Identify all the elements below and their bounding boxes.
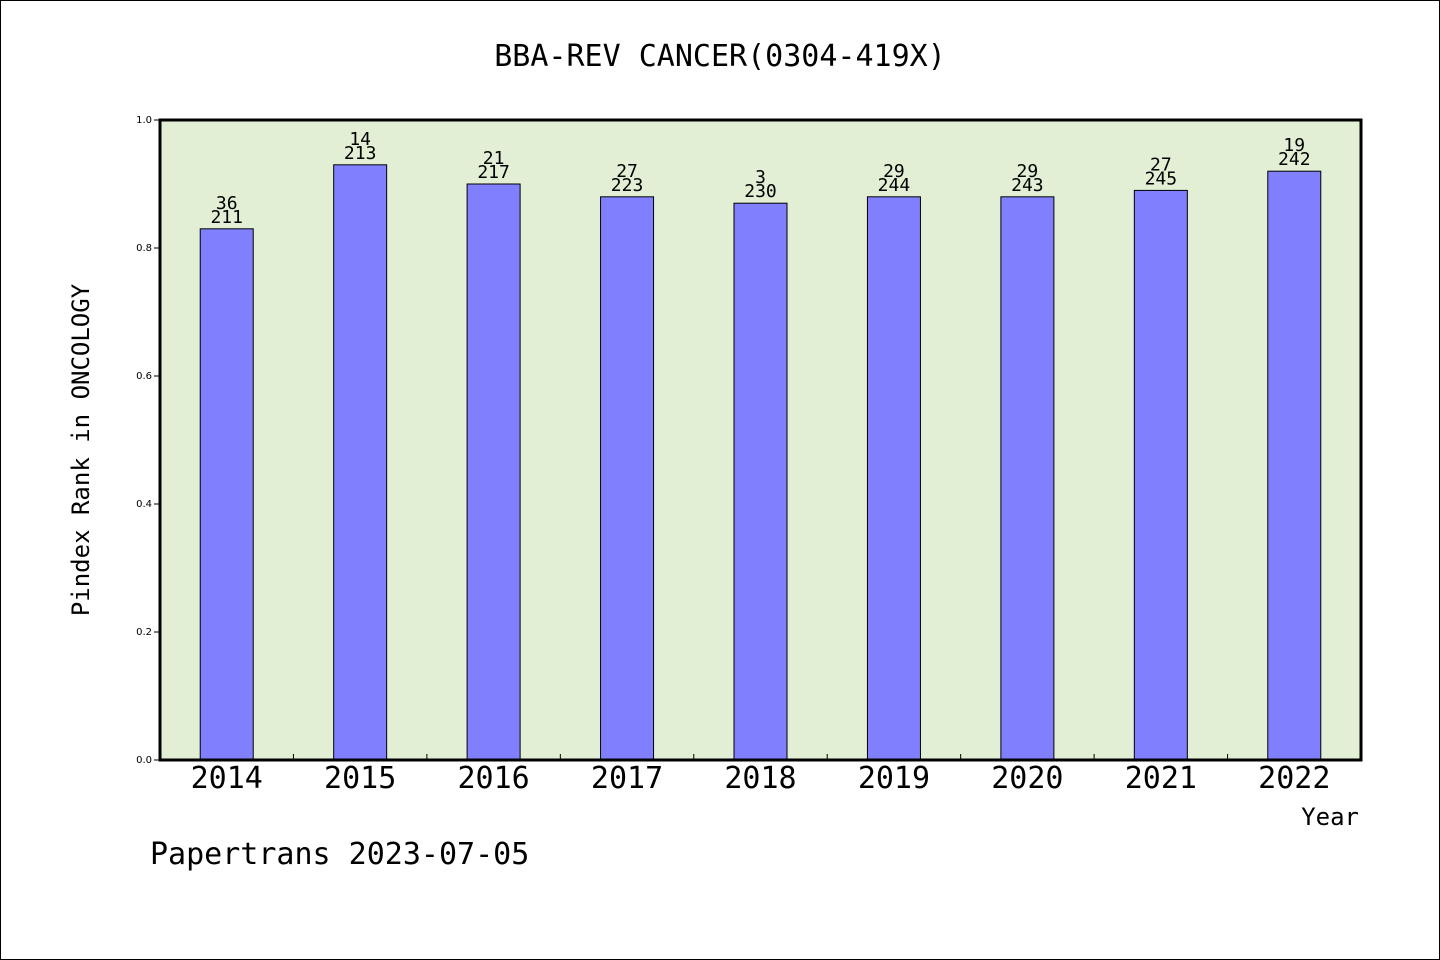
y-tick-label: 0.2 [136, 627, 152, 638]
bar-rank-label-2016: 21 [483, 148, 505, 169]
bar-2019 [866, 196, 921, 761]
chart-title: BBA-REV CANCER(0304-419X) [494, 39, 946, 74]
bar-2018 [733, 202, 788, 761]
bar-total-label-2021: 245 [1145, 168, 1178, 189]
y-tick-label: 0.0 [136, 755, 152, 766]
bar-rank-label-2022: 19 [1283, 135, 1305, 156]
bar-rank-label-2021: 27 [1150, 154, 1172, 175]
y-tick-label: 0.8 [136, 243, 152, 254]
x-tick-label-2020: 2020 [991, 761, 1063, 796]
bar-total-label-2016: 217 [477, 162, 510, 183]
x-tick-label-2022: 2022 [1258, 761, 1330, 796]
bar-2022 [1267, 170, 1322, 761]
bar-total-label-2022: 242 [1278, 149, 1311, 170]
x-tick-label-2014: 2014 [191, 761, 263, 796]
bar-total-label-2020: 243 [1011, 175, 1044, 196]
x-tick-label-2017: 2017 [591, 761, 663, 796]
x-tick-label-2016: 2016 [457, 761, 529, 796]
y-tick-label: 1.0 [136, 115, 152, 126]
bar-rank-label-2015: 14 [349, 129, 371, 150]
y-axis-ticks: 0.0 0.2 0.4 0.6 0.8 1.0 [136, 115, 160, 766]
footer-text: Papertrans 2023-07-05 [150, 837, 529, 872]
x-tick-label-2019: 2019 [858, 761, 930, 796]
bar-total-label-2019: 244 [878, 175, 911, 196]
bar-2014 [199, 228, 254, 761]
bar-total-label-2017: 223 [611, 175, 644, 196]
bar-rank-label-2014: 36 [216, 193, 238, 214]
bar-2020 [1000, 196, 1055, 761]
bar-2016 [466, 183, 521, 761]
bar-total-label-2018: 230 [744, 181, 777, 202]
bar-rank-label-2018: 3 [755, 167, 766, 188]
y-axis-label: Pindex Rank in ONCOLOGY [67, 283, 95, 616]
x-axis-label: Year [1301, 803, 1359, 831]
plot-border [158, 118, 1363, 762]
x-tick-label-2021: 2021 [1125, 761, 1197, 796]
bar-total-label-2015: 213 [344, 143, 377, 164]
bar-2015 [333, 164, 388, 761]
bar-rank-label-2019: 29 [883, 161, 905, 182]
y-tick-label: 0.6 [136, 371, 152, 382]
x-tick-label-2018: 2018 [724, 761, 796, 796]
bar-2021 [1133, 189, 1188, 761]
bar-rank-label-2020: 29 [1017, 161, 1039, 182]
bar-rank-label-2017: 27 [616, 161, 638, 182]
x-axis-ticks: 2014 2015 2016 2017 2018 2019 2020 2021 2022 [191, 754, 1330, 796]
bar-2017 [600, 196, 655, 761]
x-tick-label-2015: 2015 [324, 761, 396, 796]
bar-total-label-2014: 211 [210, 207, 243, 228]
y-tick-label: 0.4 [136, 499, 152, 510]
